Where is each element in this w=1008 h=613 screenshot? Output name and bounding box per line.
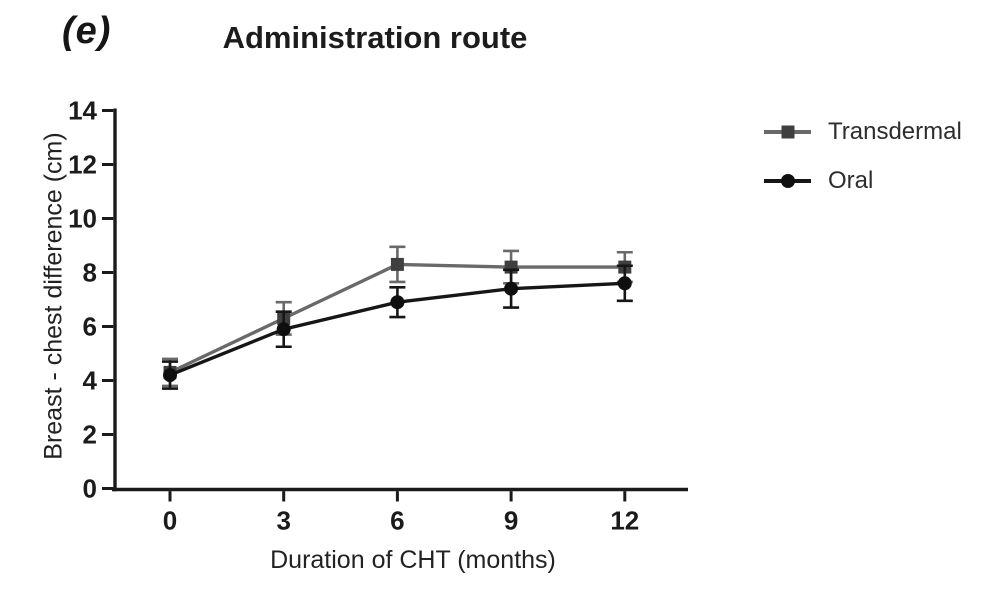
y-tick-label: 8 xyxy=(83,258,97,288)
x-tick-label: 12 xyxy=(610,506,639,536)
legend-label-transdermal: Transdermal xyxy=(828,118,962,145)
y-tick-label: 2 xyxy=(83,420,97,450)
y-tick-label: 10 xyxy=(68,204,97,234)
legend-square-marker-icon xyxy=(781,125,794,139)
x-tick-label: 6 xyxy=(390,506,404,536)
chart-title: Administration route xyxy=(222,20,528,55)
circle-marker-icon xyxy=(390,295,405,310)
x-tick-label: 3 xyxy=(276,506,290,536)
square-marker-icon xyxy=(390,257,404,271)
y-tick-label: 12 xyxy=(68,150,97,180)
legend-item-oral: Oral xyxy=(764,166,962,196)
y-tick-label: 6 xyxy=(83,312,97,342)
circle-marker-icon xyxy=(504,281,519,296)
y-tick-label: 4 xyxy=(83,366,98,396)
x-axis-label: Duration of CHT (months) xyxy=(270,546,556,574)
y-axis-label: Breast - chest difference (cm) xyxy=(39,132,68,460)
panel-label: (e) xyxy=(62,10,112,52)
legend-circle-marker-icon xyxy=(780,174,795,188)
x-tick-label: 0 xyxy=(163,506,177,536)
circle-marker-icon xyxy=(276,322,291,337)
circle-marker-icon xyxy=(163,368,177,383)
legend: Transdermal Oral xyxy=(764,117,962,196)
legend-line-transdermal xyxy=(764,125,811,139)
legend-item-transdermal: Transdermal xyxy=(764,117,962,147)
legend-label-oral: Oral xyxy=(828,167,874,194)
legend-line-oral xyxy=(764,174,811,188)
y-tick-label: 0 xyxy=(83,474,97,504)
y-tick-label: 14 xyxy=(68,96,97,126)
circle-marker-icon xyxy=(617,276,632,291)
x-tick-label: 9 xyxy=(504,506,518,536)
